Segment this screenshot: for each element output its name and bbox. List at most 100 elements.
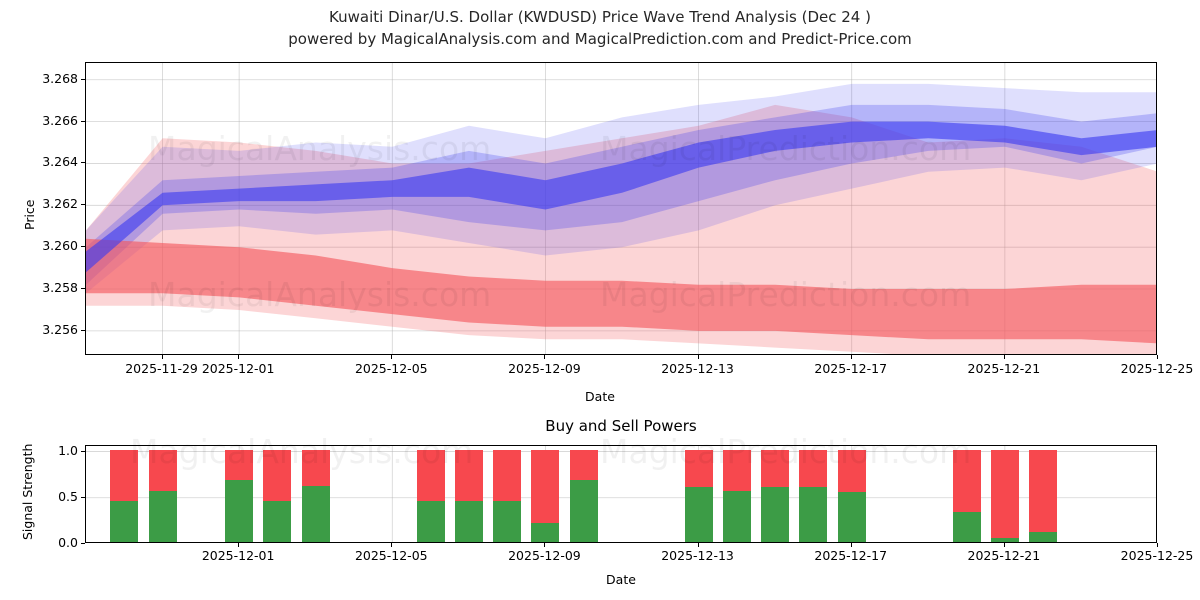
sell-power-bar[interactable] [493, 449, 522, 502]
price-band-bull-band-mid [86, 104, 1156, 285]
buy-sell-powers-plot-area [85, 445, 1157, 543]
powers-bar-group[interactable] [837, 446, 866, 542]
powers-y-tick-mark [81, 543, 85, 544]
powers-bar-group[interactable] [225, 446, 254, 542]
buy-power-bar[interactable] [493, 501, 522, 542]
sell-power-bar[interactable] [684, 449, 713, 487]
price-x-tick-mark [850, 355, 852, 359]
powers-y-tick-label: 0.5 [58, 488, 78, 504]
buy-power-bar[interactable] [110, 501, 139, 542]
sell-power-bar[interactable] [722, 449, 751, 492]
powers-bar-group[interactable] [1029, 446, 1058, 542]
buy-power-bar[interactable] [301, 485, 330, 542]
buy-power-bar[interactable] [1029, 531, 1058, 542]
powers-bar-group[interactable] [148, 446, 177, 542]
sell-power-bar[interactable] [799, 449, 828, 487]
powers-bar-group[interactable] [569, 446, 598, 542]
price-x-tick-label: 2025-11-29 [125, 361, 198, 376]
price-y-tick-label: 3.266 [42, 112, 78, 128]
buy-power-bar[interactable] [837, 492, 866, 542]
sell-power-bar[interactable] [569, 449, 598, 481]
powers-x-tick-mark [1003, 543, 1005, 547]
sell-power-bar[interactable] [263, 449, 292, 502]
powers-x-tick-mark [544, 543, 546, 547]
sell-power-bar[interactable] [1029, 449, 1058, 532]
price-x-tick-mark [238, 355, 240, 359]
buy-power-bar[interactable] [761, 486, 790, 542]
powers-chart-title: Buy and Sell Powers [545, 417, 697, 435]
buy-power-bar[interactable] [684, 486, 713, 542]
buy-power-bar[interactable] [148, 491, 177, 542]
powers-y-tick-mark [81, 496, 85, 498]
price-y-tick-label: 3.260 [42, 238, 78, 254]
sell-power-bar[interactable] [952, 449, 981, 513]
buy-power-bar[interactable] [454, 501, 483, 542]
price-y-tick-label: 3.268 [42, 70, 78, 86]
powers-bar-group[interactable] [952, 446, 981, 542]
sell-power-bar[interactable] [761, 449, 790, 487]
powers-bar-group[interactable] [416, 446, 445, 542]
figure-title-block: Kuwaiti Dinar/U.S. Dollar (KWDUSD) Price… [0, 6, 1200, 50]
powers-bar-group[interactable] [531, 446, 560, 542]
sell-power-bar[interactable] [531, 449, 560, 523]
buy-power-bar[interactable] [569, 480, 598, 542]
price-y-tick-mark [81, 120, 85, 122]
price-x-axis-label: Date [585, 389, 615, 404]
sell-power-bar[interactable] [454, 449, 483, 502]
price-x-tick-label: 2025-12-17 [814, 361, 888, 376]
price-x-tick-label: 2025-12-25 [1120, 361, 1194, 376]
price-y-tick-label: 3.256 [42, 321, 78, 337]
powers-x-tick-label: 2025-12-09 [508, 548, 581, 563]
buy-power-bar[interactable] [722, 491, 751, 542]
buy-power-bar[interactable] [416, 501, 445, 542]
buy-power-bar[interactable] [952, 512, 981, 542]
price-x-tick-mark [161, 355, 163, 359]
price-x-tick-mark [544, 355, 546, 359]
price-x-tick-label: 2025-12-09 [508, 361, 581, 376]
price-wave-bands [86, 63, 1156, 354]
powers-bar-group[interactable] [761, 446, 790, 542]
buy-power-bar[interactable] [990, 538, 1019, 542]
sell-power-bar[interactable] [837, 449, 866, 493]
price-y-tick-label: 3.264 [42, 154, 78, 170]
price-x-tick-mark [1157, 355, 1158, 359]
buy-power-bar[interactable] [263, 501, 292, 542]
powers-x-tick-label: 2025-12-13 [661, 548, 734, 563]
sell-power-bar[interactable] [416, 449, 445, 502]
sell-power-bar[interactable] [990, 449, 1019, 539]
price-y-tick-mark [81, 246, 85, 248]
sell-power-bar[interactable] [148, 449, 177, 492]
powers-x-tick-mark [697, 543, 699, 547]
powers-bar-group[interactable] [301, 446, 330, 542]
price-y-tick-mark [81, 288, 85, 290]
price-y-tick-mark [81, 78, 85, 80]
powers-bar-group[interactable] [263, 446, 292, 542]
price-x-tick-label: 2025-12-21 [967, 361, 1041, 376]
powers-x-tick-label: 2025-12-17 [814, 548, 888, 563]
powers-bar-group[interactable] [990, 446, 1019, 542]
price-y-tick-label: 3.262 [42, 196, 78, 212]
powers-bar-group[interactable] [110, 446, 139, 542]
buy-power-bar[interactable] [225, 480, 254, 542]
powers-bar-group[interactable] [493, 446, 522, 542]
buy-power-bar[interactable] [531, 522, 560, 542]
powers-x-tick-mark [391, 543, 393, 547]
powers-x-tick-mark [1157, 543, 1158, 547]
price-wave-plot-area [85, 62, 1157, 355]
price-y-tick-mark [81, 204, 85, 206]
powers-bar-group[interactable] [722, 446, 751, 542]
sell-power-bar[interactable] [301, 449, 330, 486]
powers-bar-group[interactable] [799, 446, 828, 542]
powers-bar-group[interactable] [684, 446, 713, 542]
price-x-tick-mark [391, 355, 393, 359]
powers-bar-group[interactable] [454, 446, 483, 542]
chart-subtitle: powered by MagicalAnalysis.com and Magic… [288, 30, 912, 48]
powers-x-tick-label: 2025-12-25 [1120, 548, 1194, 563]
powers-y-tick-label: 0.0 [58, 535, 78, 550]
price-x-tick-label: 2025-12-01 [201, 361, 275, 376]
sell-power-bar[interactable] [225, 449, 254, 481]
sell-power-bar[interactable] [110, 449, 139, 502]
powers-x-tick-label: 2025-12-05 [354, 548, 428, 563]
buy-power-bar[interactable] [799, 486, 828, 542]
